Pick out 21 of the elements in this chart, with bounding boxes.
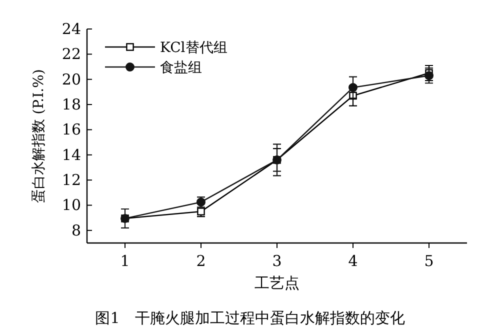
y-tick-label: 24 — [62, 20, 81, 38]
x-tick-label: 2 — [196, 252, 206, 270]
y-tick-label: 14 — [62, 146, 81, 164]
y-tick-label: 16 — [62, 120, 81, 139]
x-tick-label: 3 — [272, 252, 282, 270]
point — [424, 71, 434, 80]
legend-label: 食盐组 — [160, 60, 202, 76]
y-tick-label: 20 — [62, 70, 81, 88]
y-tick-label: 12 — [62, 171, 81, 190]
legend-label: KCl替代组 — [160, 40, 228, 56]
y-tick-label: 8 — [71, 221, 81, 240]
y-tick-label: 10 — [62, 196, 81, 214]
caption: 图1 干腌火腿加工过程中蛋白水解指数的变化 — [95, 309, 405, 327]
y-tick-label: 22 — [62, 45, 81, 64]
x-tick-label: 4 — [348, 252, 358, 270]
x-tick-label: 5 — [424, 252, 434, 270]
point — [348, 83, 358, 92]
x-axis-title: 工艺点 — [254, 274, 300, 292]
x-tick-label: 1 — [120, 252, 130, 270]
y-tick-label: 18 — [62, 96, 81, 114]
y-axis-title: 蛋白水解指数 (P.I.%) — [31, 69, 47, 203]
